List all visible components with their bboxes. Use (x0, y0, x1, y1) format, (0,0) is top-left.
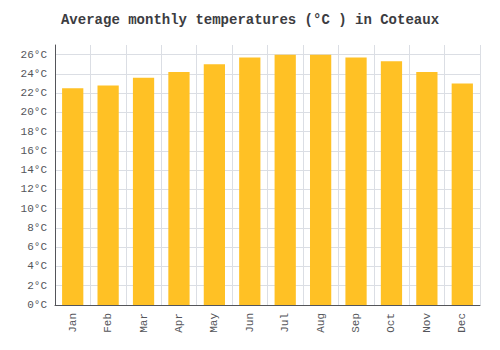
svg-text:2°C: 2°C (27, 280, 47, 292)
svg-text:6°C: 6°C (27, 241, 47, 253)
svg-text:Jan: Jan (67, 313, 79, 333)
svg-text:Aug: Aug (315, 313, 327, 333)
svg-text:26°C: 26°C (21, 49, 48, 61)
svg-text:18°C: 18°C (21, 126, 48, 138)
svg-text:22°C: 22°C (21, 87, 48, 99)
svg-text:Oct: Oct (385, 313, 397, 333)
svg-text:0°C: 0°C (27, 299, 47, 311)
svg-text:10°C: 10°C (21, 203, 48, 215)
svg-text:4°C: 4°C (27, 260, 47, 272)
svg-text:Jul: Jul (279, 313, 291, 333)
svg-text:8°C: 8°C (27, 222, 47, 234)
svg-text:Nov: Nov (421, 313, 433, 333)
svg-text:Jun: Jun (244, 313, 256, 333)
svg-text:Mar: Mar (138, 313, 150, 333)
svg-text:Average monthly temperatures (: Average monthly temperatures (°C ) in Co… (61, 12, 440, 28)
svg-text:24°C: 24°C (21, 68, 48, 80)
svg-text:Sep: Sep (350, 313, 362, 333)
svg-text:14°C: 14°C (21, 164, 48, 176)
svg-text:Apr: Apr (173, 313, 185, 333)
svg-text:20°C: 20°C (21, 106, 48, 118)
svg-text:Feb: Feb (102, 313, 114, 333)
svg-text:12°C: 12°C (21, 183, 48, 195)
svg-text:16°C: 16°C (21, 145, 48, 157)
svg-text:May: May (208, 313, 220, 333)
svg-text:Dec: Dec (456, 313, 468, 333)
